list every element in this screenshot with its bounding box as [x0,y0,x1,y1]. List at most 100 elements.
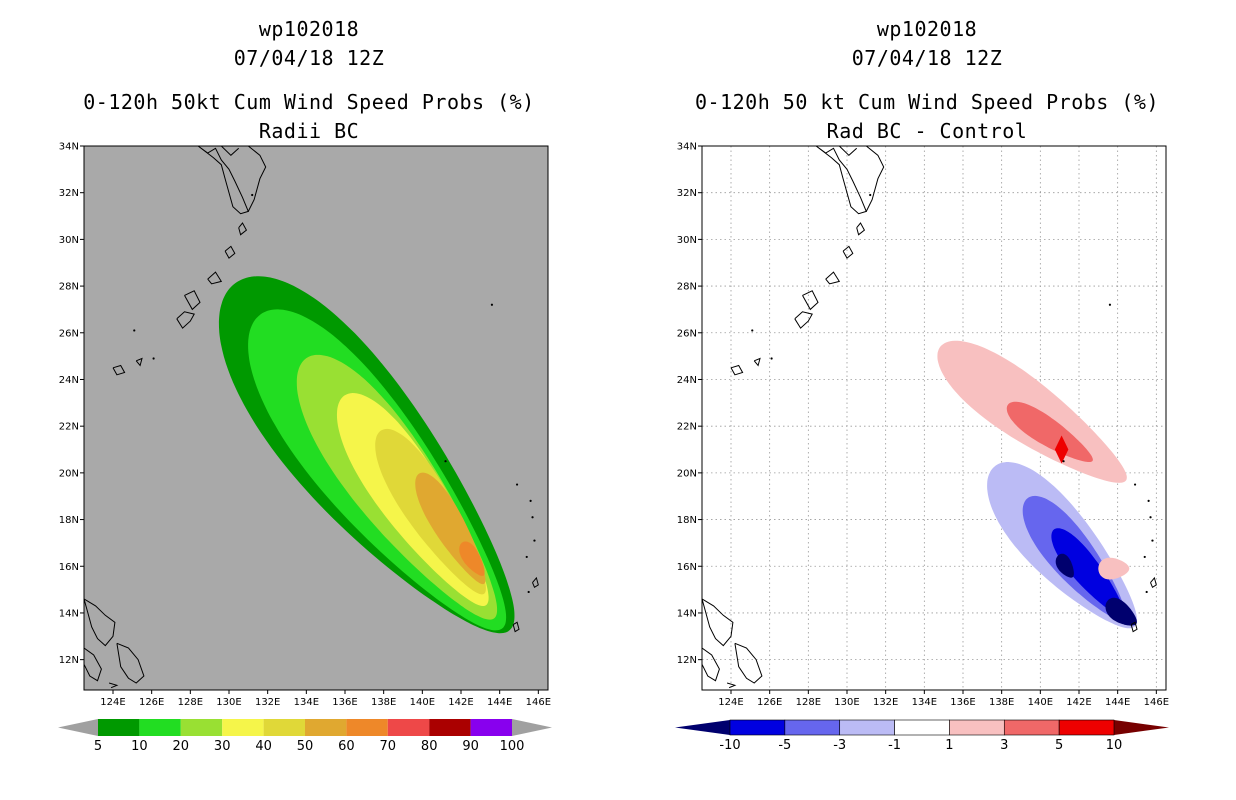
left-colorbar-swatch [346,719,388,736]
left-y-tick-label: 12N [59,655,79,666]
coastline [84,647,102,682]
coastline [726,682,737,689]
right-y-tick-label: 14N [677,608,697,619]
coastline [842,245,854,259]
left-colorbar-label: 50 [297,739,314,754]
right-contours [702,146,1157,689]
right-colorbar-swatch [784,719,841,736]
left-colorbar-swatch [263,719,305,736]
islet [525,555,528,559]
right-colorbar-label: 5 [1055,738,1063,753]
left-colorbar-high-arrow [512,719,552,736]
right-y-tick-label: 28N [677,282,697,293]
left-x-tick-label: 142E [448,697,473,708]
diff-contour-pos1 [1098,557,1130,580]
left-colorbar-swatch [429,719,471,736]
right-colorbar-swatch [894,719,950,736]
islet [133,329,136,332]
right-y-tick-label: 18N [677,515,697,526]
left-x-tick-label: 144E [487,697,512,708]
coastline [794,311,813,329]
left-colorbar-label: 5 [94,739,102,754]
left-x-tick-label: 126E [139,697,164,708]
coastline [734,642,763,684]
left-colorbar-swatch [222,719,264,736]
coastline [856,222,866,236]
islet [1108,303,1112,306]
left-datetime: 07/04/18 12Z [233,46,385,70]
left-x-tick-label: 130E [216,697,241,708]
coastline [176,311,195,329]
left-colorbar-swatch [180,719,223,736]
coastline [220,146,240,156]
right-y-tick-label: 32N [677,188,697,199]
left-colorbar-swatch [305,719,347,736]
right-x-tick-label: 146E [1144,697,1169,708]
right-colorbar-swatch [1003,719,1060,736]
right-x-tick-label: 128E [796,697,821,708]
left-x-tick-label: 134E [294,697,319,708]
right-colorbar-swatch [729,719,786,736]
right-colorbar-swatch [949,719,1005,736]
left-colorbar-swatch [98,719,140,736]
right-colorbar-label: 10 [1106,738,1123,753]
coastline [108,682,119,689]
right-y-tick-label: 34N [677,142,697,153]
right-x-tick-label: 144E [1105,697,1130,708]
right-subtitle: Rad BC - Control [826,119,1028,143]
islet [527,590,530,594]
islet [251,193,254,197]
coastline [865,146,885,212]
islet [444,460,447,463]
left-y-tick-label: 16N [59,562,79,573]
left-contours [84,146,539,689]
islet [529,499,532,502]
islet [869,193,872,197]
left-colorbar-label: 30 [214,739,231,754]
right-y-tick-label: 22N [677,422,697,433]
right-storm-id: wp102018 [876,17,978,41]
diff-contour-neg5 [1051,528,1125,617]
coastline [247,146,267,212]
right-x-tick-label: 126E [757,697,782,708]
left-y-tick-label: 30N [59,235,79,246]
left-x-tick-label: 140E [410,697,435,708]
coastline [753,357,761,367]
right-colorbar-label: 1 [945,738,953,753]
left-y-tick-label: 34N [59,142,79,153]
islet [152,357,155,360]
coastline [184,290,201,311]
diff-contour-pos3 [1006,401,1093,463]
left-colorbar-label: 80 [421,739,438,754]
right-panel: wp102018 07/04/18 12Z 0-120h 50 kt Cum W… [618,0,1236,800]
right-colorbar-label: -10 [719,738,740,753]
left-y-tick-label: 14N [59,608,79,619]
left-colorbar-label: 60 [338,739,355,754]
right-colorbar-label: -3 [833,738,846,753]
islet [1062,460,1065,463]
left-y-tick-label: 20N [59,468,79,479]
right-coastlines [702,146,1157,689]
islet [490,303,494,306]
coastline [1150,576,1157,589]
right-title: 0-120h 50 kt Cum Wind Speed Probs (%) [694,90,1160,114]
right-colorbar-high-arrow [1114,720,1169,735]
right-y-tick-label: 24N [677,375,697,386]
coastline [815,146,867,215]
coastline [135,357,143,367]
coastline [84,598,116,647]
diff-contour-neg10 [1105,597,1137,626]
coastline [838,146,858,156]
right-y-tick-label: 26N [677,328,697,339]
right-x-tick-label: 136E [950,697,975,708]
left-x-tick-label: 138E [371,697,396,708]
left-colorbar-swatch [470,719,512,736]
prob-contour-60 [459,541,485,576]
coastline [207,271,223,285]
coastline [512,621,520,633]
islet [770,357,773,360]
left-y-tick-label: 18N [59,515,79,526]
right-x-tick-label: 142E [1066,697,1091,708]
left-colorbar-label: 90 [462,739,479,754]
left-colorbar-low-arrow [58,719,98,736]
